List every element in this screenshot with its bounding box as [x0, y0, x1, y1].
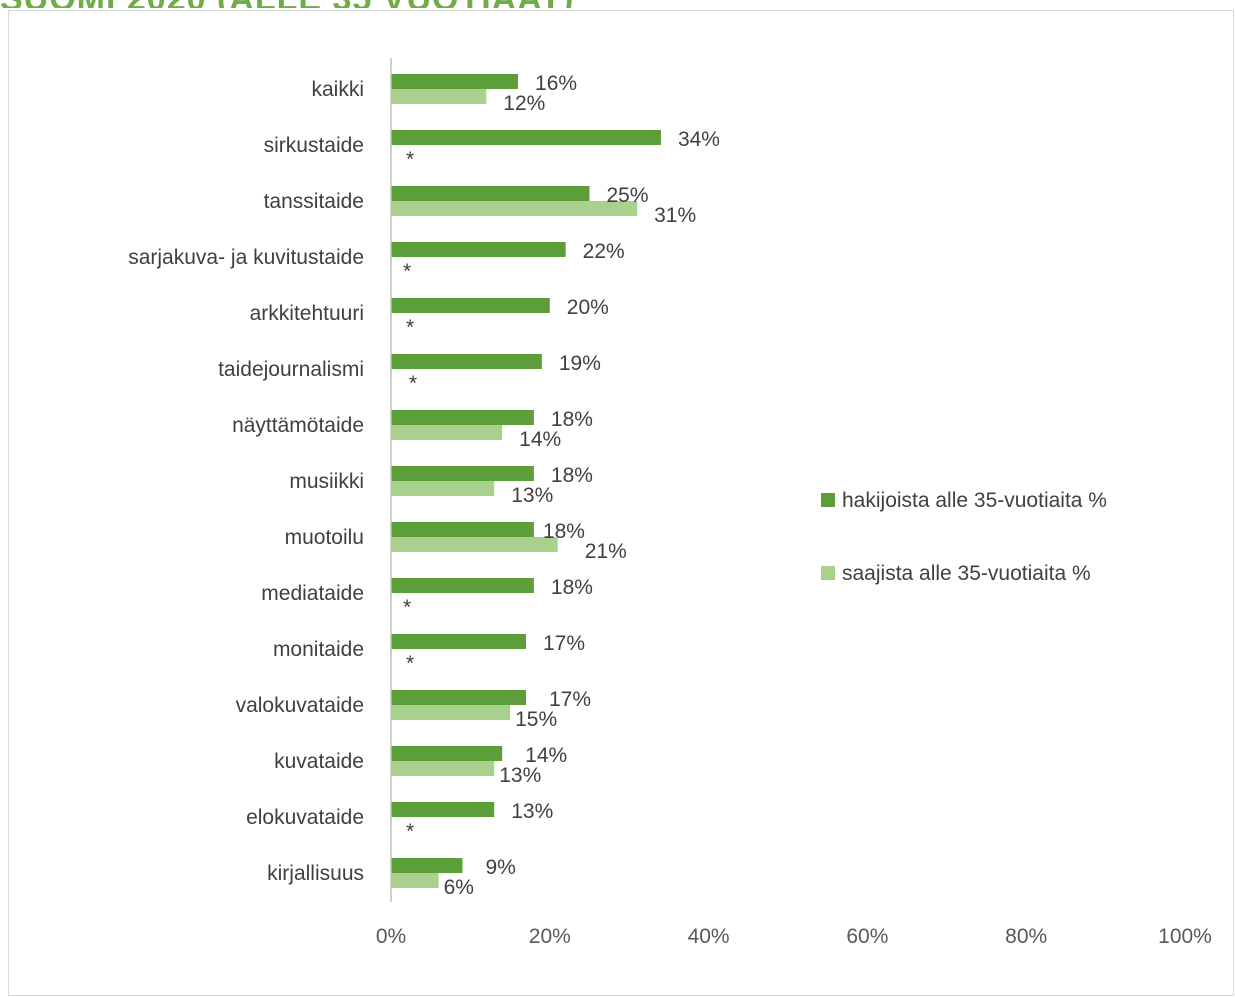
category-label: arkkitehtuuri [250, 302, 364, 325]
data-label-saajista: 31% [654, 204, 696, 227]
data-label-saajista: 13% [499, 764, 541, 787]
data-label-hakijoista: 25% [607, 184, 649, 207]
data-label-hakijoista: 14% [525, 744, 567, 767]
bar-hakijoista [391, 74, 519, 89]
category-label: elokuvataide [246, 806, 364, 829]
bar-hakijoista [391, 690, 526, 705]
bar-hakijoista [391, 746, 503, 761]
data-label-saajista: 15% [515, 708, 557, 731]
data-label-hakijoista: 19% [559, 352, 601, 375]
bar-hakijoista [391, 130, 661, 145]
x-tick-label: 20% [529, 925, 571, 948]
category-label: muotoilu [285, 526, 364, 549]
missing-data-marker: * [406, 148, 414, 171]
bar-hakijoista [391, 186, 590, 201]
category-label: sirkustaide [264, 134, 364, 157]
data-label-saajista: 21% [585, 540, 627, 563]
bar-hakijoista [391, 802, 495, 817]
bar-saajista [391, 705, 511, 720]
bar-saajista [391, 873, 439, 888]
bar-saajista [391, 89, 487, 104]
data-label-hakijoista: 18% [551, 576, 593, 599]
bar-hakijoista [391, 354, 542, 369]
missing-data-marker: * [406, 820, 414, 843]
legend-label: hakijoista alle 35-vuotiaita % [842, 489, 1107, 512]
legend-swatch [821, 566, 835, 580]
x-tick-label: 60% [846, 925, 888, 948]
bar-saajista [391, 201, 638, 216]
data-label-hakijoista: 16% [535, 72, 577, 95]
x-tick-label: 0% [376, 925, 406, 948]
page-title: SUOMI 2020 (ALLE 35 VUOTIAAT) [0, 0, 574, 8]
bar-saajista [391, 481, 495, 496]
missing-data-marker: * [403, 596, 411, 619]
category-label: tanssitaide [264, 190, 364, 213]
legend-item-hakijoista: hakijoista alle 35-vuotiaita % [821, 489, 1107, 512]
data-label-hakijoista: 17% [549, 688, 591, 711]
bar-hakijoista [391, 242, 566, 257]
bar-hakijoista [391, 522, 534, 537]
data-label-saajista: 12% [503, 92, 545, 115]
category-label: taidejournalismi [218, 358, 364, 381]
bar-saajista [391, 425, 503, 440]
missing-data-marker: * [406, 652, 414, 675]
missing-data-marker: * [406, 316, 414, 339]
category-label: musiikki [289, 470, 364, 493]
data-label-hakijoista: 9% [485, 856, 515, 879]
category-label: monitaide [273, 638, 364, 661]
chart-frame [8, 10, 1234, 996]
category-label: valokuvataide [236, 694, 364, 717]
data-label-hakijoista: 13% [511, 800, 553, 823]
bar-saajista [391, 761, 495, 776]
data-label-saajista: 6% [444, 876, 474, 899]
category-label: näyttämötaide [232, 414, 364, 437]
legend-label: saajista alle 35-vuotiaita % [842, 562, 1091, 585]
data-label-hakijoista: 17% [543, 632, 585, 655]
bar-hakijoista [391, 578, 534, 593]
bar-hakijoista [391, 858, 463, 873]
category-label: kaikki [311, 78, 364, 101]
data-label-hakijoista: 18% [551, 464, 593, 487]
data-label-saajista: 14% [519, 428, 561, 451]
category-label: mediataide [261, 582, 364, 605]
data-label-hakijoista: 18% [543, 520, 585, 543]
missing-data-marker: * [409, 372, 417, 395]
data-label-hakijoista: 18% [551, 408, 593, 431]
bar-hakijoista [391, 298, 550, 313]
x-tick-label: 40% [688, 925, 730, 948]
category-label: sarjakuva- ja kuvitustaide [128, 246, 364, 269]
x-tick-label: 80% [1005, 925, 1047, 948]
x-tick-label: 100% [1158, 925, 1212, 948]
data-label-saajista: 13% [511, 484, 553, 507]
bar-hakijoista [391, 634, 526, 649]
data-label-hakijoista: 34% [678, 128, 720, 151]
data-label-hakijoista: 22% [583, 240, 625, 263]
missing-data-marker: * [403, 260, 411, 283]
legend-item-saajista: saajista alle 35-vuotiaita % [821, 562, 1091, 585]
data-label-hakijoista: 20% [567, 296, 609, 319]
category-label: kuvataide [274, 750, 364, 773]
bar-hakijoista [391, 466, 534, 481]
category-label: kirjallisuus [267, 862, 364, 885]
bar-saajista [391, 537, 558, 552]
legend-swatch [821, 493, 835, 507]
bar-hakijoista [391, 410, 534, 425]
